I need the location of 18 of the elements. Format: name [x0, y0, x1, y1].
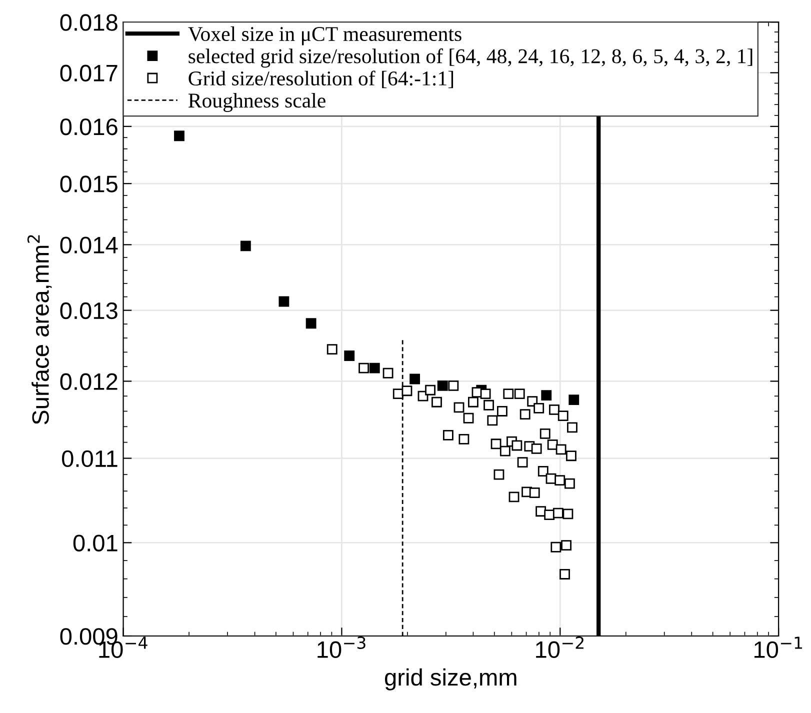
- x-axis-title: grid size,mm: [385, 668, 516, 690]
- legend-label: Roughness scale: [188, 92, 326, 112]
- y-tick-label: 0.01: [73, 534, 118, 552]
- y-tick-label: 0.016: [60, 118, 118, 136]
- y-tick-label: 0.012: [60, 373, 118, 390]
- y-tick-label: 0.015: [60, 176, 118, 192]
- legend-label: selected grid size/resolution of [64, 48, 24, 16, 12, 8, 6, 5, 4, 3, 2, 1]: [188, 48, 752, 68]
- x-tick-label: 10$^{−2}$: [536, 636, 584, 658]
- x-tick-label: 10$^{−1}$: [754, 636, 802, 658]
- y-tick-label: 0.011: [62, 450, 118, 468]
- y-tick-label: 0.014: [60, 236, 118, 254]
- y-tick-label: 0.017: [60, 64, 118, 82]
- y-axis-title: Surface area,mm$^{2}$: [27, 235, 52, 424]
- y-tick-label: 0.013: [60, 302, 118, 320]
- x-tick-label: 10$^{−3}$: [318, 636, 366, 658]
- legend-label: Grid size/resolution of [64:-1:1]: [188, 70, 454, 88]
- legend-label: Voxel size in μCT measurements: [188, 26, 462, 46]
- y-tick-label: 0.018: [60, 14, 118, 31]
